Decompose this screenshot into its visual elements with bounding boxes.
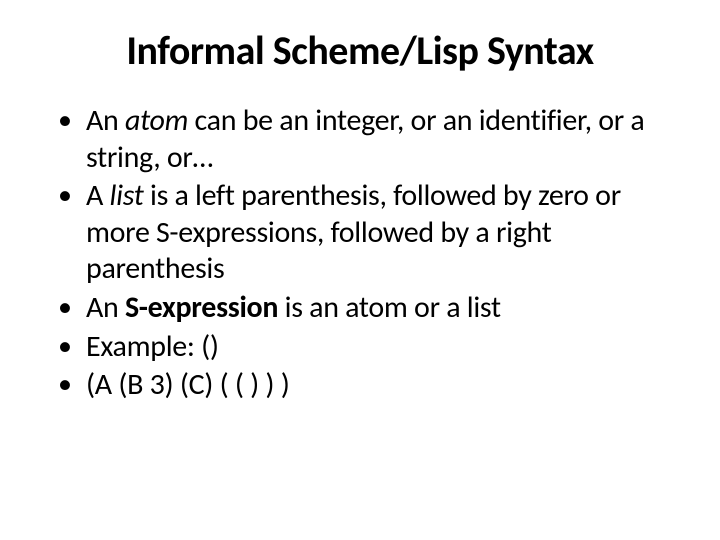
list-item: (A (B 3) (C) ( ( ) ) ) xyxy=(52,367,672,404)
bullet-text-pre: An xyxy=(86,102,125,139)
bullet-text-post: is a left parenthesis, followed by zero … xyxy=(86,177,621,287)
list-item: An atom can be an integer, or an identif… xyxy=(52,103,672,176)
bullet-text-pre: A xyxy=(86,177,110,214)
bullet-text-em: S-expression xyxy=(125,289,278,326)
bullet-text-pre: Example: () xyxy=(86,328,219,365)
slide-title: Informal Scheme/Lisp Syntax xyxy=(48,26,672,75)
slide: Informal Scheme/Lisp Syntax An atom can … xyxy=(0,0,720,540)
bullet-text-pre: An xyxy=(86,289,125,326)
bullet-text-post: is an atom or a list xyxy=(278,289,501,326)
bullet-list: An atom can be an integer, or an identif… xyxy=(48,103,672,404)
bullet-text-em: list xyxy=(110,177,144,214)
list-item: Example: () xyxy=(52,329,672,366)
list-item: An S-expression is an atom or a list xyxy=(52,290,672,327)
bullet-text-pre: (A (B 3) (C) ( ( ) ) ) xyxy=(86,366,290,403)
list-item: A list is a left parenthesis, followed b… xyxy=(52,178,672,288)
bullet-text-em: atom xyxy=(125,102,188,139)
